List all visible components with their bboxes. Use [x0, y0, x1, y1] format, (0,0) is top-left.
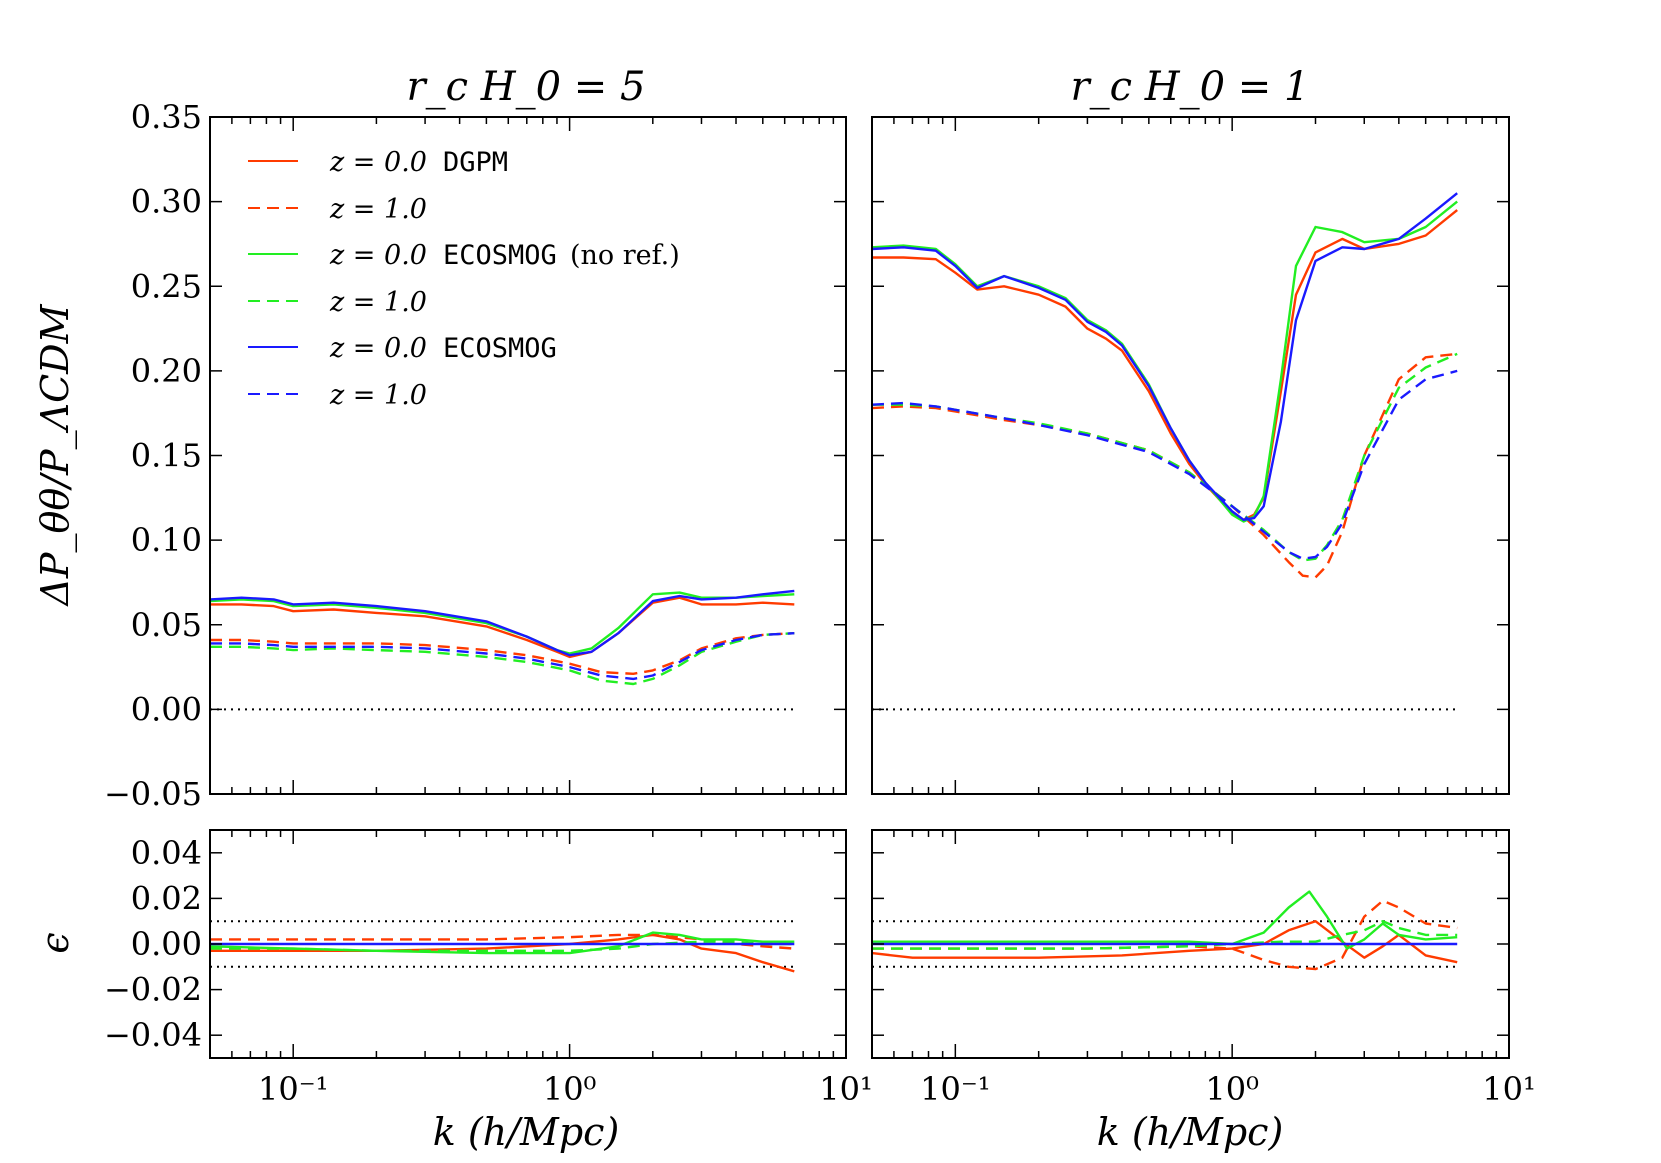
- panel-top-left: 0.35 0.30 0.25 0.20 0.15 0.10 0.05 0.00 −0.05: [104, 98, 847, 813]
- series-ecosmog-no-ref-z-1-0: [210, 632, 795, 686]
- series-ecosmog-z-1-0: [872, 369, 1458, 560]
- series-ecosmog-no-ref-z-1-0: [872, 920, 1458, 950]
- y-tick-label: 0.30: [131, 183, 202, 221]
- series-group: [872, 890, 1458, 971]
- panel-top-right: [871, 116, 1510, 795]
- plot-frame: [871, 116, 1510, 795]
- series-group: [872, 192, 1458, 579]
- y-tick-label: −0.02: [104, 971, 202, 1009]
- plot-layer: 0.35 0.30 0.25 0.20 0.15 0.10 0.05 0.00 −0.05 0.0…: [104, 98, 1536, 1108]
- x-tick-label: 10⁻¹: [258, 1070, 328, 1108]
- series-ecosmog-no-ref-z-0-0: [872, 890, 1458, 950]
- legend-note-3: (no ref.): [570, 240, 680, 271]
- xlabel-right: k (h/Mpc): [1097, 1110, 1284, 1154]
- series-group: [210, 589, 795, 686]
- legend-redshift-2: z = 1.0: [329, 194, 427, 225]
- y-tick-label: 0.20: [131, 352, 202, 390]
- series-dgpm-z-1-0: [872, 352, 1458, 579]
- x-tick-label: 10⁰: [1205, 1070, 1259, 1108]
- legend: z = 0.0 DGPM z = 1.0 z = 0.0 ECOSMOG (no…: [248, 147, 680, 411]
- series-ecosmog-z-0-0: [210, 589, 795, 657]
- series-ecosmog-no-ref-z-1-0: [210, 940, 795, 952]
- y-tick-label: 0.02: [131, 879, 202, 917]
- y-tick-label: 0.05: [131, 606, 202, 644]
- series-dgpm-z-0-0: [210, 596, 795, 659]
- series-ecosmog-no-ref-z-0-0: [872, 200, 1458, 523]
- y-tick-label: 0.04: [131, 834, 202, 872]
- legend-redshift-4: z = 1.0: [329, 287, 427, 318]
- series-dgpm-z-0-0: [872, 920, 1458, 964]
- series-group: [210, 931, 795, 973]
- y-tick-label: 0.00: [131, 925, 202, 963]
- series-ecosmog-z-1-0: [210, 632, 795, 681]
- y-tick-label: 0.35: [131, 98, 202, 136]
- title-left: r_c H_0 = 5: [407, 64, 646, 110]
- y-tick-label: 0.00: [131, 690, 202, 728]
- x-tick-label: 10¹: [819, 1070, 873, 1108]
- legend-code-5: ECOSMOG: [443, 333, 557, 364]
- ylabel-top: ΔP_θθ/P_ΛCDM: [33, 303, 78, 607]
- panel-bottom-left: 0.04 0.02 0.00 −0.02 −0.04 10⁻¹ 10⁰ 10¹: [104, 829, 873, 1108]
- y-tick-label: 0.15: [131, 437, 202, 475]
- panel-bottom-right: 10⁻¹ 10⁰ 10¹: [871, 829, 1536, 1108]
- x-tick-label: 10¹: [1482, 1070, 1536, 1108]
- plot-frame: [209, 116, 847, 795]
- x-tick-label: 10⁰: [543, 1070, 597, 1108]
- ylabel-bottom: ϵ: [33, 932, 77, 953]
- y-tick-label: 0.25: [131, 267, 202, 305]
- y-tick-label: 0.10: [131, 521, 202, 559]
- title-right: r_c H_0 = 1: [1071, 64, 1310, 110]
- series-dgpm-z-0-0: [872, 209, 1458, 521]
- legend-redshift-6: z = 1.0: [329, 380, 427, 411]
- y-tick-label: −0.05: [104, 775, 202, 813]
- xlabel-left: k (h/Mpc): [433, 1110, 620, 1154]
- x-tick-label: 10⁻¹: [920, 1070, 990, 1108]
- series-dgpm-z-1-0: [210, 632, 795, 675]
- series-ecosmog-no-ref-z-1-0: [872, 352, 1458, 562]
- legend-code-1: DGPM: [443, 147, 508, 178]
- series-ecosmog-z-0-0: [872, 192, 1458, 521]
- legend-redshift-5: z = 0.0: [329, 333, 427, 364]
- legend-redshift-3: z = 0.0: [329, 240, 427, 271]
- y-tick-label: −0.04: [104, 1016, 202, 1054]
- legend-code-3: ECOSMOG: [443, 240, 557, 271]
- legend-redshift-1: z = 0.0: [329, 147, 427, 178]
